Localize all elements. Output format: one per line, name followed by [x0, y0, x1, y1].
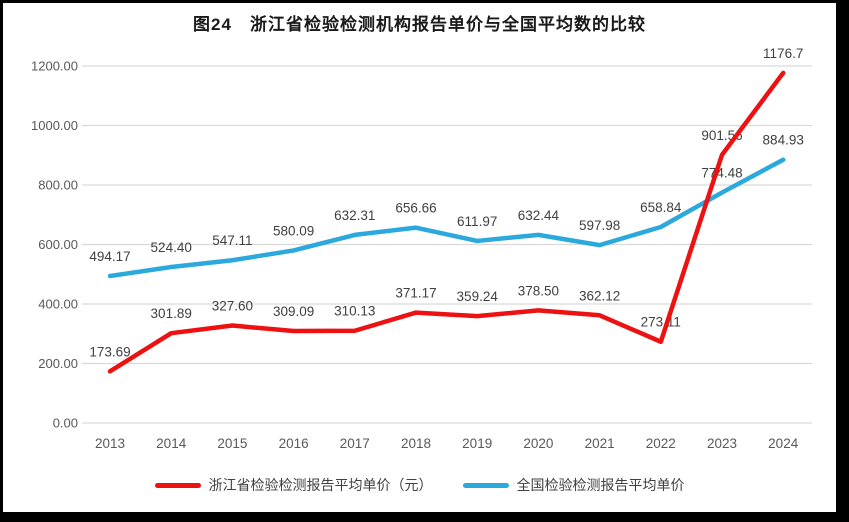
- legend-label-zhejiang: 浙江省检验检测报告平均单价（元）: [208, 477, 433, 493]
- data-label-series-0: 173.69: [89, 344, 130, 359]
- y-axis-label: 200.00: [38, 356, 78, 371]
- x-axis-label: 2017: [340, 436, 370, 451]
- y-axis-label: 400.00: [38, 297, 78, 312]
- data-label-series-0: 309.09: [273, 304, 314, 319]
- data-label-series-0: 359.24: [457, 289, 499, 304]
- chart-legend: 浙江省检验检测报告平均单价（元） 全国检验检测报告平均单价: [3, 475, 836, 495]
- x-axis-label: 2020: [523, 436, 553, 451]
- series-line-0: [107, 70, 786, 374]
- legend-item-zhejiang: 浙江省检验检测报告平均单价（元）: [154, 475, 433, 495]
- x-axis-label: 2022: [646, 436, 676, 451]
- y-axis-label: 1200.00: [31, 59, 78, 74]
- x-axis-label: 2024: [768, 436, 799, 451]
- x-axis-label: 2018: [401, 436, 431, 451]
- data-label-series-1: 632.44: [518, 208, 560, 223]
- data-label-series-0: 378.50: [518, 283, 559, 298]
- series-line-1: [107, 157, 786, 279]
- x-axis-label: 2013: [95, 436, 125, 451]
- data-label-series-1: 656.66: [395, 201, 436, 216]
- x-axis-label: 2023: [707, 436, 737, 451]
- data-label-series-1: 632.31: [334, 208, 375, 223]
- y-axis-label: 0.00: [53, 416, 78, 431]
- data-label-series-1: 658.84: [640, 200, 682, 215]
- data-label-series-1: 580.09: [273, 223, 314, 238]
- chart-title: 图24 浙江省检验检测机构报告单价与全国平均数的比较: [193, 15, 646, 34]
- data-label-series-1: 547.11: [212, 233, 252, 248]
- legend-label-national: 全国检验检测报告平均单价: [516, 477, 685, 493]
- y-axis-label: 1000.00: [31, 118, 78, 133]
- legend-swatch-red-line: [154, 482, 201, 488]
- x-axis-label: 2019: [462, 436, 492, 451]
- data-label-series-1: 597.98: [579, 218, 620, 233]
- x-axis-label: 2016: [279, 436, 309, 451]
- legend-swatch-blue-line: [462, 482, 509, 488]
- data-label-series-0: 301.89: [151, 306, 192, 321]
- data-label-series-1: 774.48: [701, 166, 742, 181]
- y-axis-label: 600.00: [38, 237, 78, 252]
- x-axis-label: 2014: [156, 436, 187, 451]
- legend-item-national: 全国检验检测报告平均单价: [462, 475, 685, 495]
- data-label-series-0: 327.60: [212, 299, 253, 314]
- data-label-series-0: 371.17: [395, 286, 436, 301]
- data-label-series-0: 1176.7: [763, 46, 803, 61]
- plot-area: 0.00 200.00 400.00 600.00 800.00 1000.00 1200.…: [31, 46, 812, 451]
- data-label-series-0: 310.13: [334, 304, 375, 319]
- data-label-series-1: 524.40: [151, 240, 192, 255]
- data-label-series-1: 494.17: [89, 249, 130, 264]
- data-label-series-0: 362.12: [579, 288, 620, 303]
- y-axis-label: 800.00: [38, 178, 78, 193]
- x-axis-label: 2021: [585, 436, 615, 451]
- data-label-series-0: 273.11: [641, 315, 681, 330]
- data-label-series-1: 884.93: [763, 133, 804, 148]
- data-label-series-1: 611.97: [457, 214, 497, 229]
- x-axis-label: 2015: [217, 436, 247, 451]
